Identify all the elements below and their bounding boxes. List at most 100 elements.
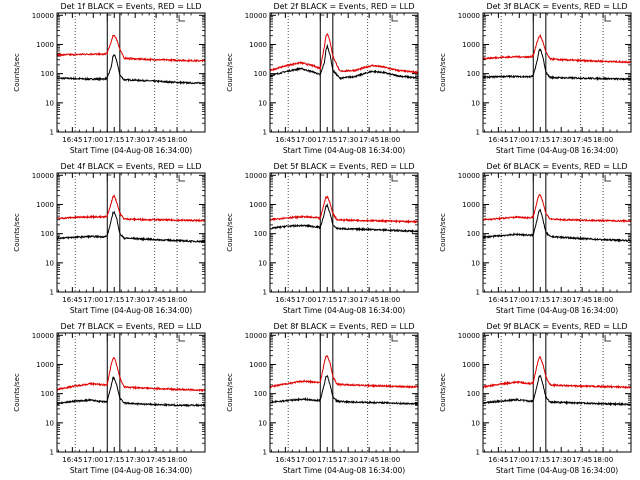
y-tick-label: 10 xyxy=(258,419,267,427)
y-tick-label: 1000 xyxy=(36,41,54,49)
y-tick-label: 1000 xyxy=(462,361,480,369)
chart-panel-7: Det 7f BLACK = Events, RED = LLD Counts/s… xyxy=(13,322,206,475)
range-bracket-mark xyxy=(391,15,399,22)
events-series-line xyxy=(269,203,419,234)
x-tick-label: 17:00 xyxy=(296,136,316,144)
range-bracket-mark xyxy=(391,335,399,342)
x-tick-label: 18:00 xyxy=(380,296,400,304)
x-axis-label: Start Time (04-Aug-08 16:34:00) xyxy=(70,466,192,475)
range-bracket-mark xyxy=(319,334,325,341)
x-tick-label: 17:30 xyxy=(338,296,358,304)
y-tick-label: 10000 xyxy=(245,12,267,20)
y-tick-label: 10000 xyxy=(32,12,54,20)
events-series-line xyxy=(56,53,206,85)
y-tick-label: 1000 xyxy=(36,201,54,209)
events-series-line xyxy=(56,376,206,408)
x-tick-label: 16:45 xyxy=(62,296,82,304)
x-tick-label: 17:45 xyxy=(359,296,379,304)
y-tick-label: 100 xyxy=(254,390,267,398)
x-tick-label: 17:45 xyxy=(359,136,379,144)
range-bracket-mark xyxy=(178,335,186,342)
y-tick-label: 100 xyxy=(467,390,480,398)
y-tick-label: 1000 xyxy=(249,361,267,369)
x-tick-label: 17:30 xyxy=(551,296,571,304)
events-series-line xyxy=(56,211,206,244)
y-tick-label: 1 xyxy=(50,289,54,297)
range-bracket-mark xyxy=(532,14,538,21)
lld-series-line xyxy=(56,194,206,223)
y-tick-label: 1 xyxy=(476,449,480,457)
y-axis-label: Counts/sec xyxy=(13,373,21,412)
x-tick-label: 17:15 xyxy=(317,456,337,464)
plot-frame xyxy=(269,172,419,293)
lld-series-line xyxy=(269,32,419,75)
plot-frame xyxy=(482,172,632,293)
x-tick-label: 17:30 xyxy=(338,136,358,144)
events-series-line xyxy=(269,43,419,81)
x-tick-label: 18:00 xyxy=(167,296,187,304)
chart-panel-9: Det 9f BLACK = Events, RED = LLD Counts/s… xyxy=(439,322,632,475)
chart-title: Det 3f BLACK = Events, RED = LLD xyxy=(486,2,627,11)
chart-title: Det 7f BLACK = Events, RED = LLD xyxy=(60,322,201,331)
y-tick-label: 10000 xyxy=(32,172,54,180)
y-tick-label: 10 xyxy=(258,259,267,267)
lld-series-line xyxy=(269,195,419,224)
x-tick-label: 16:45 xyxy=(275,456,295,464)
x-axis-label: Start Time (04-Aug-08 16:34:00) xyxy=(283,306,405,315)
y-tick-label: 1000 xyxy=(249,201,267,209)
x-tick-label: 17:00 xyxy=(296,296,316,304)
lld-series-line xyxy=(269,355,419,389)
y-tick-label: 100 xyxy=(41,70,54,78)
x-tick-label: 16:45 xyxy=(62,456,82,464)
y-tick-label: 1 xyxy=(263,289,267,297)
events-series-line xyxy=(269,374,419,406)
x-tick-label: 16:45 xyxy=(488,456,508,464)
y-tick-label: 10000 xyxy=(458,12,480,20)
x-tick-label: 17:45 xyxy=(572,456,592,464)
x-axis-label: Start Time (04-Aug-08 16:34:00) xyxy=(70,306,192,315)
x-tick-label: 17:15 xyxy=(104,136,124,144)
chart-panel-2: Det 2f BLACK = Events, RED = LLD Counts/s… xyxy=(226,2,419,155)
chart-panel-3: Det 3f BLACK = Events, RED = LLD Counts/s… xyxy=(439,2,632,155)
x-tick-label: 17:30 xyxy=(551,456,571,464)
x-tick-label: 17:15 xyxy=(317,136,337,144)
lld-series-line xyxy=(482,355,632,390)
x-tick-label: 17:30 xyxy=(125,136,145,144)
x-axis-label: Start Time (04-Aug-08 16:34:00) xyxy=(496,146,618,155)
chart-title: Det 9f BLACK = Events, RED = LLD xyxy=(486,322,627,331)
x-axis-label: Start Time (04-Aug-08 16:34:00) xyxy=(496,306,618,315)
chart-panel-1: Det 1f BLACK = Events, RED = LLD Counts/s… xyxy=(13,2,206,155)
chart-title: Det 1f BLACK = Events, RED = LLD xyxy=(60,2,201,11)
x-tick-label: 16:45 xyxy=(62,136,82,144)
x-tick-label: 17:00 xyxy=(509,136,529,144)
x-tick-label: 18:00 xyxy=(380,456,400,464)
y-axis-label: Counts/sec xyxy=(439,53,447,92)
range-bracket-mark xyxy=(319,14,325,21)
x-tick-label: 17:15 xyxy=(317,296,337,304)
range-bracket-mark xyxy=(319,174,325,181)
plot-frame xyxy=(56,172,206,293)
chart-title: Det 5f BLACK = Events, RED = LLD xyxy=(273,162,414,171)
x-tick-label: 17:00 xyxy=(83,456,103,464)
x-tick-label: 17:45 xyxy=(572,296,592,304)
x-tick-label: 17:15 xyxy=(530,136,550,144)
chart-title: Det 2f BLACK = Events, RED = LLD xyxy=(273,2,414,11)
y-tick-label: 100 xyxy=(254,230,267,238)
chart-panel-8: Det 8f BLACK = Events, RED = LLD Counts/s… xyxy=(226,322,419,475)
range-bracket-mark xyxy=(106,174,112,181)
x-tick-label: 16:45 xyxy=(275,296,295,304)
events-series-line xyxy=(482,374,632,407)
x-axis-label: Start Time (04-Aug-08 16:34:00) xyxy=(283,466,405,475)
y-tick-label: 1000 xyxy=(462,41,480,49)
events-series-line xyxy=(482,208,632,243)
plot-frame xyxy=(56,332,206,453)
x-tick-label: 17:15 xyxy=(530,456,550,464)
x-tick-label: 17:45 xyxy=(572,136,592,144)
y-tick-label: 1 xyxy=(476,129,480,137)
y-tick-label: 10 xyxy=(45,259,54,267)
range-bracket-mark xyxy=(178,15,186,22)
y-axis-label: Counts/sec xyxy=(13,53,21,92)
x-tick-label: 17:30 xyxy=(551,136,571,144)
range-bracket-mark xyxy=(106,14,112,21)
